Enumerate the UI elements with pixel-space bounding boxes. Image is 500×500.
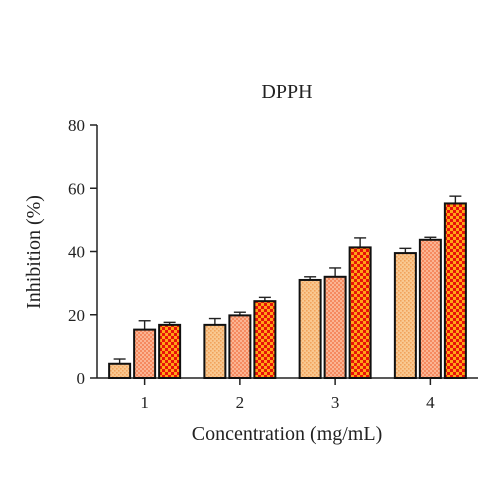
bar (393, 252, 417, 379)
bar (443, 202, 467, 379)
y-tick-label: 40 (68, 243, 85, 262)
x-tick-label: 2 (236, 393, 245, 412)
x-axis: 1 2 3 4 (97, 377, 478, 412)
y-tick-label: 0 (77, 369, 86, 388)
bar-series-group (108, 195, 467, 380)
y-tick-label: 20 (68, 306, 85, 325)
y-tick-label: 80 (68, 116, 85, 135)
bar (133, 328, 157, 379)
bar (108, 362, 132, 379)
x-tick-label: 4 (426, 393, 435, 412)
bar (228, 314, 252, 380)
y-axis-label: Inhibition (%) (23, 195, 45, 309)
bar (298, 278, 322, 379)
bar (158, 323, 182, 379)
y-tick-label: 60 (68, 179, 85, 198)
chart-title: DPPH (261, 81, 312, 103)
x-tick-label: 3 (331, 393, 340, 412)
bar (203, 323, 227, 379)
x-tick-label: 1 (140, 393, 149, 412)
y-axis: 0 20 40 60 80 (68, 116, 98, 388)
bar (323, 275, 347, 379)
bar (348, 246, 372, 379)
bar (253, 300, 277, 379)
bar (418, 238, 442, 379)
x-axis-label: Concentration (mg/mL) (192, 423, 383, 445)
